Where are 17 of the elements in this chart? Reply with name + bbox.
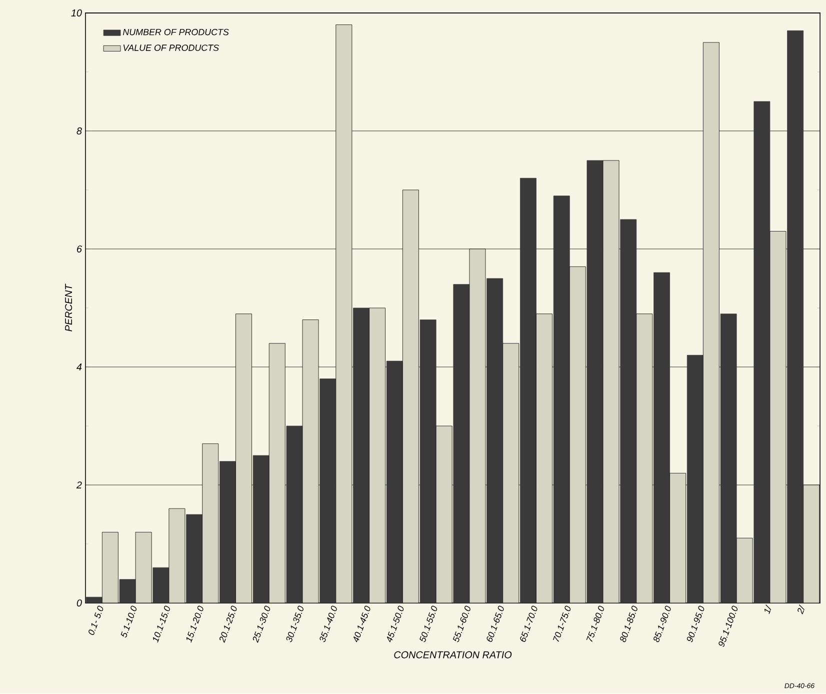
x-tick-label: 2/ <box>798 604 804 615</box>
y-axis-title: PERCENT <box>65 284 72 332</box>
y-tick-label: 2 <box>76 482 82 489</box>
x-axis-title: CONCENTRATION RATIO <box>394 651 512 658</box>
y-tick-label: 0 <box>76 600 82 607</box>
bar <box>186 514 203 604</box>
x-tick-label: 0.1- 5.0 <box>88 606 104 636</box>
y-tick-label: 4 <box>76 364 82 371</box>
y-tick-label: 8 <box>76 128 82 135</box>
x-tick-label: 1/ <box>764 604 772 614</box>
legend-label: NUMBER OF PRODUCTS <box>122 29 229 36</box>
legend-label: VALUE OF PRODUCTS <box>123 44 219 52</box>
y-tick-label: 6 <box>77 246 82 253</box>
bar <box>152 568 170 604</box>
y-tick-label: 10 <box>71 10 82 17</box>
bar <box>119 579 136 604</box>
bar <box>86 597 102 604</box>
